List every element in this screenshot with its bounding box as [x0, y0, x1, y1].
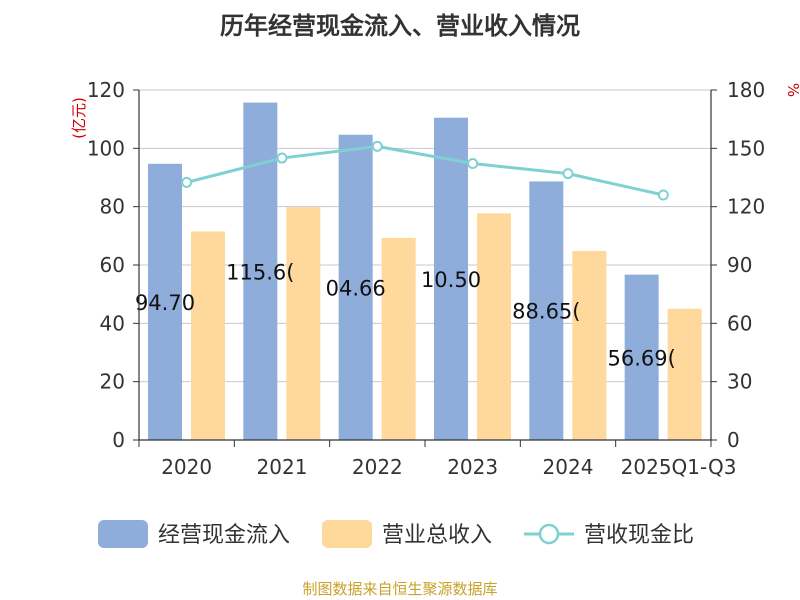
ratio-point — [276, 152, 288, 164]
cash-inflow-bar — [338, 134, 373, 440]
legend-swatch-cash — [98, 520, 148, 548]
legend-swatch-revenue — [322, 520, 372, 548]
left-tick-label: 120 — [87, 78, 125, 102]
right-axis-unit: % — [784, 83, 800, 97]
category-label: 2023 — [447, 455, 498, 479]
ratio-line — [181, 140, 669, 201]
ratio-line-path — [186, 144, 664, 197]
legend-label-revenue: 营业总收入 — [382, 523, 492, 548]
bars — [148, 102, 702, 440]
cash-inflow-bar — [434, 117, 468, 440]
legend-label-ratio: 营收现金比 — [584, 523, 694, 548]
revenue-bar — [381, 237, 416, 440]
cash-inflow-bar — [148, 163, 182, 440]
category-label: 2021 — [257, 455, 308, 479]
chart-title: 历年经营现金流入、营业收入情况 — [220, 12, 580, 40]
right-tick-label: 30 — [727, 370, 752, 394]
right-tick-label: 150 — [727, 136, 765, 160]
left-tick-label: 0 — [112, 428, 125, 452]
ratio-point — [657, 189, 669, 201]
category-label: 2022 — [352, 455, 403, 479]
revenue-bar — [667, 308, 702, 440]
category-label: 2020 — [161, 455, 212, 479]
cash-inflow-value-label: 56.69( — [608, 346, 676, 370]
cash-inflow-bar — [624, 274, 659, 440]
left-tick-label: 80 — [100, 195, 125, 219]
cash-inflow-bar — [529, 181, 564, 440]
cash-inflow-value-label: 115.6( — [226, 260, 294, 284]
ratio-point — [467, 158, 479, 169]
right-tick-label: 0 — [727, 428, 740, 452]
axes: 0 0 20 30 40 60 60 90 80 120 100 150 120 180 (亿元)% 2020… — [70, 78, 800, 479]
left-tick-label: 40 — [100, 311, 125, 335]
right-tick-label: 180 — [727, 78, 765, 102]
cash-inflow-value-label: 88.65( — [512, 300, 580, 324]
legend-label-cash: 经营现金流入 — [158, 523, 290, 548]
ratio-point — [371, 140, 383, 152]
left-tick-label: 100 — [87, 136, 125, 160]
left-axis-unit: (亿元) — [70, 97, 88, 139]
left-tick-label: 60 — [100, 253, 125, 277]
ratio-point — [181, 176, 193, 188]
cash-inflow-value-label: 10.50 — [421, 268, 481, 292]
category-label: 2024 — [543, 455, 594, 479]
right-tick-label: 90 — [727, 253, 752, 277]
cash-inflow-bar — [243, 102, 278, 440]
legend: 经营现金流入 营业总收入 营收现金比 — [98, 520, 694, 548]
right-tick-label: 60 — [727, 311, 752, 335]
revenue-bar — [572, 251, 607, 440]
cash-inflow-value-label: 94.70 — [135, 291, 195, 315]
data-labels: 94.70 115.6( 04.66 10.50 88.65( 56.69( — [135, 260, 676, 370]
cash-inflow-value-label: 04.66 — [326, 276, 386, 300]
source-note: 制图数据来自恒生聚源数据库 — [302, 580, 498, 598]
revenue-bar — [286, 207, 321, 440]
ratio-point — [562, 168, 574, 180]
category-label: 2025Q1-Q3 — [621, 455, 737, 479]
legend-swatch-ratio-marker — [538, 523, 560, 545]
revenue-bar — [477, 213, 511, 440]
left-tick-label: 20 — [100, 370, 125, 394]
right-tick-label: 120 — [727, 195, 765, 219]
revenue-bar — [191, 231, 225, 440]
